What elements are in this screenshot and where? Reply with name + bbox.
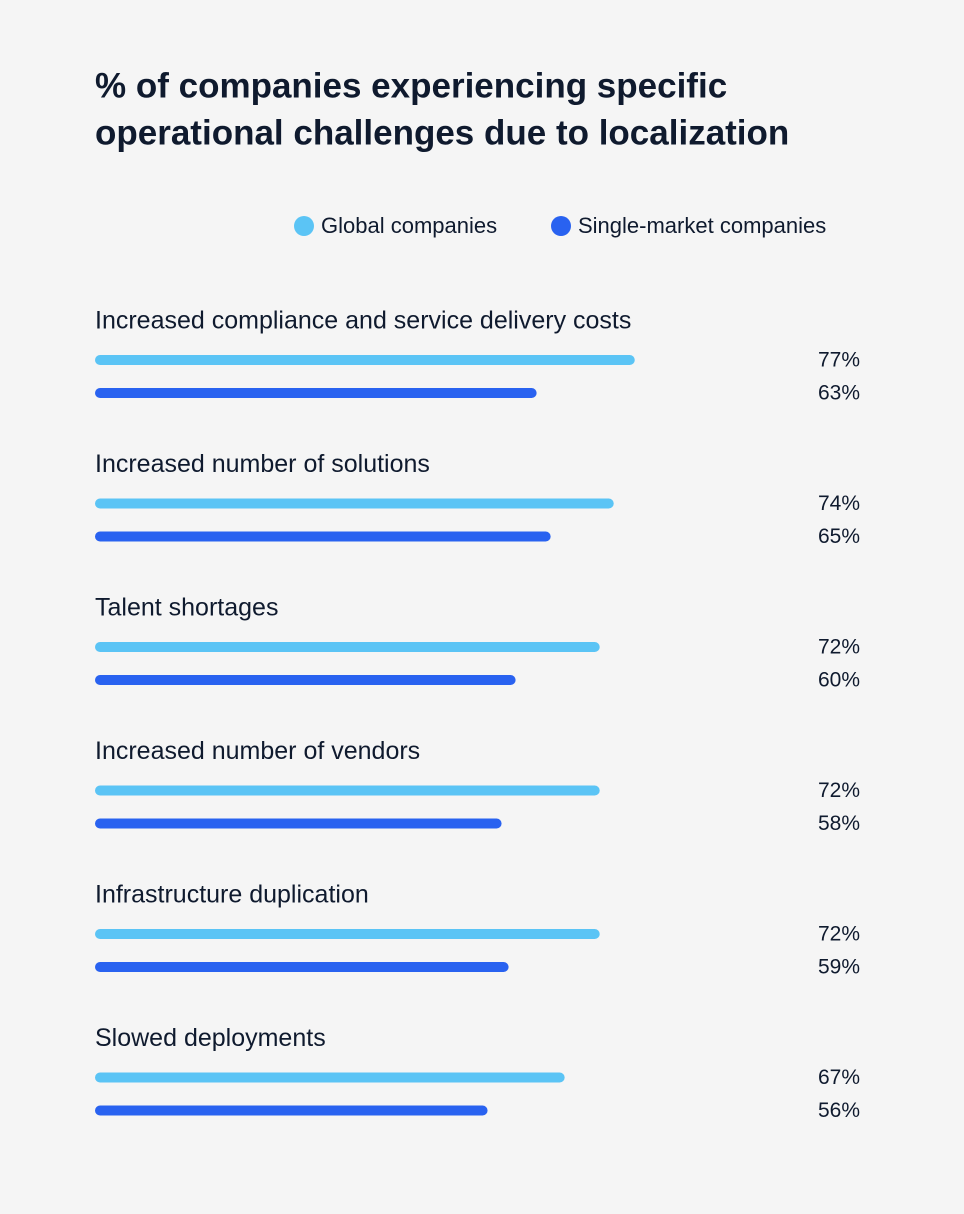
value-label: 74%	[818, 492, 860, 515]
category-label: Infrastructure duplication	[95, 881, 369, 909]
bar	[95, 498, 614, 509]
bar	[95, 642, 600, 652]
bar	[95, 962, 509, 972]
chart-title: % of companies experiencing specific	[95, 66, 727, 105]
value-label: 72%	[818, 779, 860, 802]
category-label: Increased compliance and service deliver…	[95, 307, 631, 335]
value-label: 60%	[818, 669, 860, 692]
legend-label: Global companies	[321, 213, 497, 238]
value-label: 77%	[818, 349, 860, 372]
bar	[95, 1105, 488, 1116]
value-label: 65%	[818, 525, 860, 548]
value-label: 72%	[818, 636, 860, 659]
value-label: 72%	[818, 923, 860, 946]
bar	[95, 531, 551, 542]
category-label: Increased number of solutions	[95, 450, 430, 478]
category-label: Increased number of vendors	[95, 737, 420, 765]
legend-swatch	[551, 216, 571, 236]
value-label: 67%	[818, 1066, 860, 1089]
value-label: 58%	[818, 812, 860, 835]
bar	[95, 388, 537, 398]
bar	[95, 785, 600, 796]
category-label: Slowed deployments	[95, 1024, 326, 1052]
value-label: 59%	[818, 956, 860, 979]
bar	[95, 1072, 565, 1083]
bar	[95, 675, 516, 685]
chart-title: operational challenges due to localizati…	[95, 113, 789, 152]
category-label: Talent shortages	[95, 594, 278, 622]
value-label: 63%	[818, 382, 860, 405]
bar	[95, 818, 502, 829]
legend-label: Single-market companies	[578, 213, 826, 238]
bar	[95, 355, 635, 365]
legend-swatch	[294, 216, 314, 236]
bar	[95, 929, 600, 939]
value-label: 56%	[818, 1099, 860, 1122]
